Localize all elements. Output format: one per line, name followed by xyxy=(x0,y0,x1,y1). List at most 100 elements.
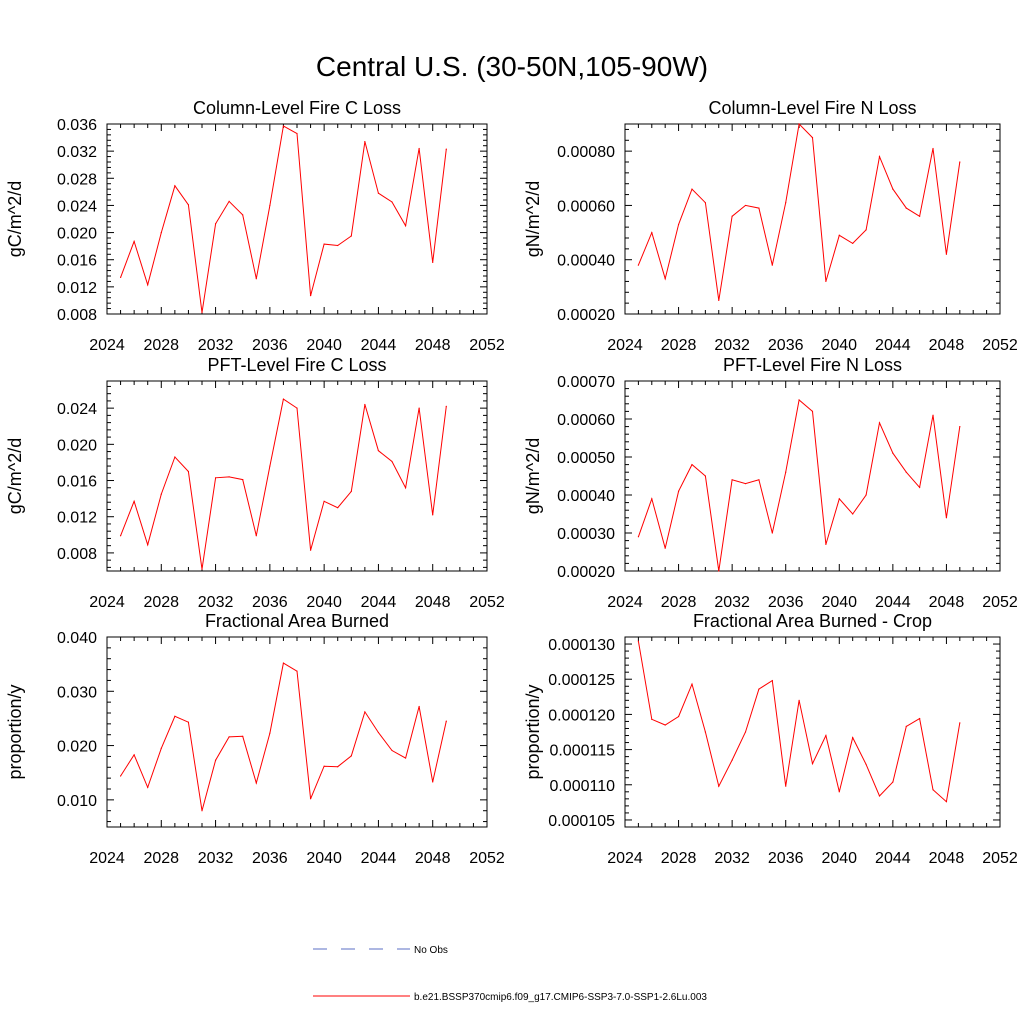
data-point xyxy=(878,155,881,158)
y-tick-label: 0.028 xyxy=(57,171,97,188)
data-point xyxy=(718,785,720,787)
data-point xyxy=(255,278,257,280)
data-point xyxy=(309,798,312,800)
y-tick-label: 0.016 xyxy=(57,253,97,270)
data-point xyxy=(133,500,135,502)
data-point xyxy=(174,185,176,187)
x-tick-label: 2048 xyxy=(929,594,965,611)
data-point xyxy=(852,513,854,515)
data-point xyxy=(296,670,298,672)
legend-obs-label: No Obs xyxy=(414,945,448,956)
data-point xyxy=(214,223,217,225)
y-tick-label: 0.008 xyxy=(57,307,97,324)
data-point xyxy=(133,240,135,242)
data-point xyxy=(282,125,285,127)
x-tick-label: 2040 xyxy=(306,850,342,867)
data-point xyxy=(174,456,176,458)
data-point xyxy=(651,498,653,500)
data-point xyxy=(323,765,325,767)
data-point xyxy=(637,640,639,642)
x-tick-label: 2040 xyxy=(306,337,342,354)
data-point xyxy=(798,399,800,401)
plot-frame xyxy=(106,123,488,315)
data-point xyxy=(323,500,325,502)
y-tick-label: 0.00080 xyxy=(557,144,615,161)
x-tick-label: 2028 xyxy=(661,337,697,354)
data-point xyxy=(201,810,203,812)
data-point xyxy=(744,204,747,207)
data-point xyxy=(677,223,680,226)
panel-3: PFT-Level Fire C Loss gC/m^2/d 2024 2028 203… xyxy=(5,355,505,611)
data-point xyxy=(892,781,894,783)
y-tick-label: 0.032 xyxy=(57,144,97,161)
data-point xyxy=(771,264,773,266)
panel-1: Column-Level Fire C Loss gC/m^2/d 2024 2028… xyxy=(5,98,505,354)
data-point xyxy=(838,234,840,236)
series-line xyxy=(120,398,447,570)
panel-title: Column-Level Fire N Loss xyxy=(708,98,916,118)
data-point xyxy=(798,699,800,701)
y-axis-label: proportion/y xyxy=(5,684,25,779)
x-tick-label: 2024 xyxy=(89,337,125,354)
data-point xyxy=(391,749,393,752)
data-point xyxy=(377,450,380,452)
data-point xyxy=(404,487,407,489)
data-point xyxy=(878,422,881,424)
data-point xyxy=(919,215,921,217)
x-tick-label: 2024 xyxy=(89,594,125,611)
data-point xyxy=(119,775,122,777)
panel-title: Fractional Area Burned xyxy=(205,611,389,631)
data-point xyxy=(919,486,921,488)
x-tick-label: 2048 xyxy=(415,850,451,867)
data-point xyxy=(147,544,149,546)
legend-model-label: b.e21.BSSP370cmip6.f09_g17.CMIP6-SSP3-7.… xyxy=(414,992,707,1003)
panel-title: Fractional Area Burned - Crop xyxy=(693,611,932,631)
data-point xyxy=(214,759,217,761)
data-point xyxy=(242,479,244,481)
data-point xyxy=(391,460,393,463)
data-point xyxy=(838,791,840,793)
x-tick-label: 2052 xyxy=(469,594,505,611)
data-point xyxy=(228,476,230,478)
data-point xyxy=(852,737,854,739)
data-point xyxy=(637,536,639,538)
data-point xyxy=(214,477,217,479)
data-point xyxy=(664,278,666,280)
series-line xyxy=(120,662,447,811)
data-point xyxy=(364,403,366,406)
data-point xyxy=(228,736,230,738)
data-point xyxy=(296,132,298,135)
data-point xyxy=(201,312,203,314)
data-point xyxy=(771,680,773,682)
data-point xyxy=(364,141,366,143)
data-point xyxy=(187,470,190,473)
data-point xyxy=(201,568,203,570)
data-point xyxy=(785,471,787,473)
data-point xyxy=(691,683,693,685)
x-tick-label: 2028 xyxy=(143,594,179,611)
data-point xyxy=(718,299,720,302)
y-axis-label: gC/m^2/d xyxy=(5,438,25,514)
data-point xyxy=(255,535,257,537)
y-tick-label: 0.000115 xyxy=(549,743,615,760)
data-point xyxy=(825,543,827,546)
data-point xyxy=(838,498,840,500)
data-point xyxy=(945,517,948,519)
data-point xyxy=(945,253,948,255)
data-point xyxy=(337,766,339,768)
series-line xyxy=(637,641,961,803)
data-point xyxy=(785,785,787,787)
data-point xyxy=(651,718,653,720)
plot-frame xyxy=(106,636,488,828)
data-point xyxy=(825,734,827,737)
data-point xyxy=(160,493,162,495)
data-point xyxy=(119,276,122,278)
data-point xyxy=(174,715,176,717)
data-point xyxy=(147,786,149,788)
data-point xyxy=(160,231,162,234)
data-point xyxy=(664,724,666,726)
data-point xyxy=(269,465,271,467)
data-point xyxy=(758,688,760,690)
y-tick-label: 0.00040 xyxy=(557,488,615,505)
data-point xyxy=(282,398,285,400)
